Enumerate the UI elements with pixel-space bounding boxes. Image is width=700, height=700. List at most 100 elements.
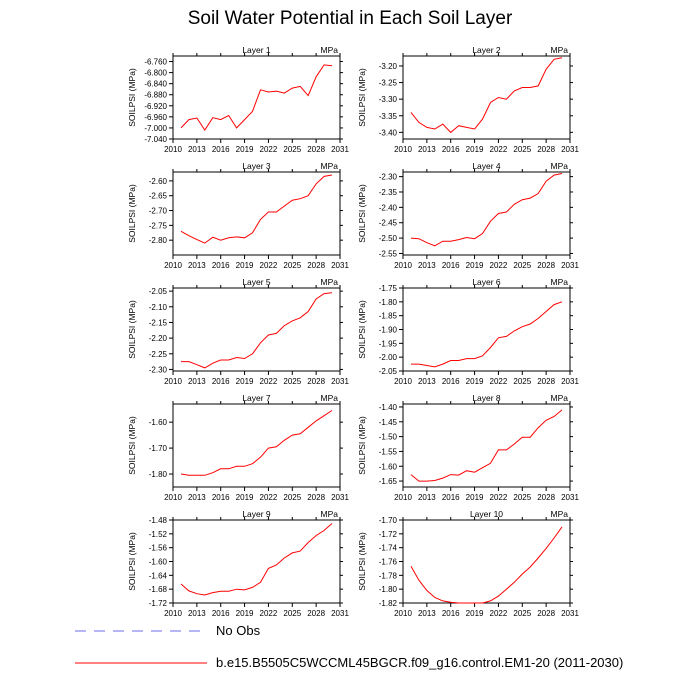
panel-units: MPa (551, 393, 569, 403)
plot-frame (402, 519, 571, 604)
x-tick-label: 2025 (513, 377, 531, 386)
x-tick-label: 2031 (331, 145, 349, 154)
x-tick-label: 2019 (466, 493, 484, 502)
x-tick-label: 2025 (283, 377, 301, 386)
y-tick-label: -3.20 (379, 62, 398, 71)
y-tick-label: -6.760 (144, 58, 167, 67)
y-axis-label: SOILPSI (MPa) (357, 300, 367, 359)
panel-title: Layer 2 (472, 45, 501, 55)
x-tick-label: 2022 (260, 145, 278, 154)
x-tick-label: 2028 (307, 609, 325, 618)
x-tick-label: 2031 (561, 377, 579, 386)
y-tick-label: -3.25 (379, 79, 398, 88)
x-tick-label: 2028 (537, 493, 555, 502)
x-tick-label: 2031 (561, 145, 579, 154)
x-tick-label: 2019 (236, 145, 254, 154)
x-tick-label: 2031 (331, 261, 349, 270)
panel-title: Layer 9 (242, 509, 271, 519)
x-tick-label: 2010 (394, 261, 412, 270)
y-axis-label: SOILPSI (MPa) (127, 532, 137, 591)
panel-title: Layer 4 (472, 161, 501, 171)
x-tick-label: 2022 (490, 377, 508, 386)
x-tick-label: 2028 (307, 145, 325, 154)
y-tick-label: -1.52 (149, 530, 168, 539)
chart-panel-2: Layer 2 MPa SOILPSI (MPa) 2010 2013 2016 2019 2… (357, 45, 579, 154)
x-tick-label: 2028 (537, 377, 555, 386)
x-tick-label: 2022 (260, 493, 278, 502)
x-tick-label: 2031 (561, 609, 579, 618)
series-line (180, 64, 333, 132)
x-tick-label: 2016 (442, 261, 460, 270)
x-tick-label: 2010 (164, 609, 182, 618)
y-axis-label: SOILPSI (MPa) (357, 532, 367, 591)
x-tick-label: 2022 (260, 261, 278, 270)
y-tick-label: -1.50 (379, 433, 398, 442)
x-tick-label: 2019 (466, 145, 484, 154)
y-axis-label: SOILPSI (MPa) (127, 68, 137, 127)
y-tick-label: -1.72 (379, 530, 398, 539)
y-tick-label: -7.040 (144, 135, 167, 144)
chart-panel-8: Layer 8 MPa SOILPSI (MPa) 2010 2013 2016 2019 2… (357, 393, 579, 502)
y-tick-label: -2.65 (149, 192, 168, 201)
y-tick-label: -2.70 (149, 207, 168, 216)
x-tick-label: 2025 (513, 261, 531, 270)
y-tick-label: -1.56 (149, 544, 168, 553)
x-tick-label: 2022 (260, 609, 278, 618)
y-tick-label: -1.48 (149, 516, 168, 525)
x-tick-label: 2025 (513, 145, 531, 154)
y-tick-label: -2.75 (149, 221, 168, 230)
x-tick-label: 2025 (283, 609, 301, 618)
y-tick-label: -1.70 (149, 444, 168, 453)
x-tick-label: 2013 (188, 261, 206, 270)
x-tick-label: 2010 (394, 493, 412, 502)
panel-title: Layer 3 (242, 161, 271, 171)
y-tick-label: -2.10 (149, 303, 168, 312)
x-tick-label: 2022 (490, 493, 508, 502)
y-tick-label: -1.85 (379, 312, 398, 321)
y-tick-label: -2.05 (379, 367, 398, 376)
chart-panel-6: Layer 6 MPa SOILPSI (MPa) 2010 2013 2016 2019 2… (357, 277, 579, 386)
y-axis-label: SOILPSI (MPa) (127, 416, 137, 475)
y-tick-label: -2.50 (379, 234, 398, 243)
y-tick-label: -1.65 (379, 477, 398, 486)
x-tick-label: 2010 (164, 493, 182, 502)
x-tick-label: 2025 (283, 493, 301, 502)
x-tick-label: 2019 (466, 261, 484, 270)
y-tick-label: -1.40 (379, 403, 398, 412)
y-axis-label: SOILPSI (MPa) (357, 184, 367, 243)
y-tick-label: -1.72 (149, 599, 168, 608)
x-tick-label: 2031 (561, 261, 579, 270)
chart-panel-7: Layer 7 MPa SOILPSI (MPa) 2010 2013 2016 2019 2… (127, 393, 349, 502)
x-tick-label: 2028 (537, 261, 555, 270)
legend-no-obs-label: No Obs (216, 623, 261, 638)
x-tick-label: 2031 (331, 609, 349, 618)
x-tick-label: 2022 (490, 261, 508, 270)
plot-frame (172, 287, 341, 372)
series-line (410, 409, 563, 482)
y-tick-label: -6.800 (144, 69, 167, 78)
x-tick-label: 2013 (188, 145, 206, 154)
x-tick-label: 2028 (307, 261, 325, 270)
x-tick-label: 2013 (418, 261, 436, 270)
x-tick-label: 2031 (331, 377, 349, 386)
x-tick-label: 2013 (418, 493, 436, 502)
y-axis-label: SOILPSI (MPa) (357, 416, 367, 475)
y-tick-label: -6.920 (144, 102, 167, 111)
series-line (180, 410, 333, 476)
x-tick-label: 2016 (442, 609, 460, 618)
x-tick-label: 2013 (188, 493, 206, 502)
y-tick-label: -1.60 (149, 558, 168, 567)
y-tick-label: -1.80 (149, 470, 168, 479)
series-line (180, 174, 333, 244)
x-tick-label: 2025 (513, 493, 531, 502)
y-axis-label: SOILPSI (MPa) (127, 184, 137, 243)
x-tick-label: 2016 (442, 493, 460, 502)
chart-panel-5: Layer 5 MPa SOILPSI (MPa) 2010 2013 2016 2019 2… (127, 277, 349, 386)
x-tick-label: 2016 (212, 609, 230, 618)
y-tick-label: -2.30 (149, 365, 168, 374)
x-tick-label: 2016 (212, 493, 230, 502)
x-tick-label: 2022 (490, 145, 508, 154)
y-axis-label: SOILPSI (MPa) (127, 300, 137, 359)
series-line (411, 301, 563, 368)
